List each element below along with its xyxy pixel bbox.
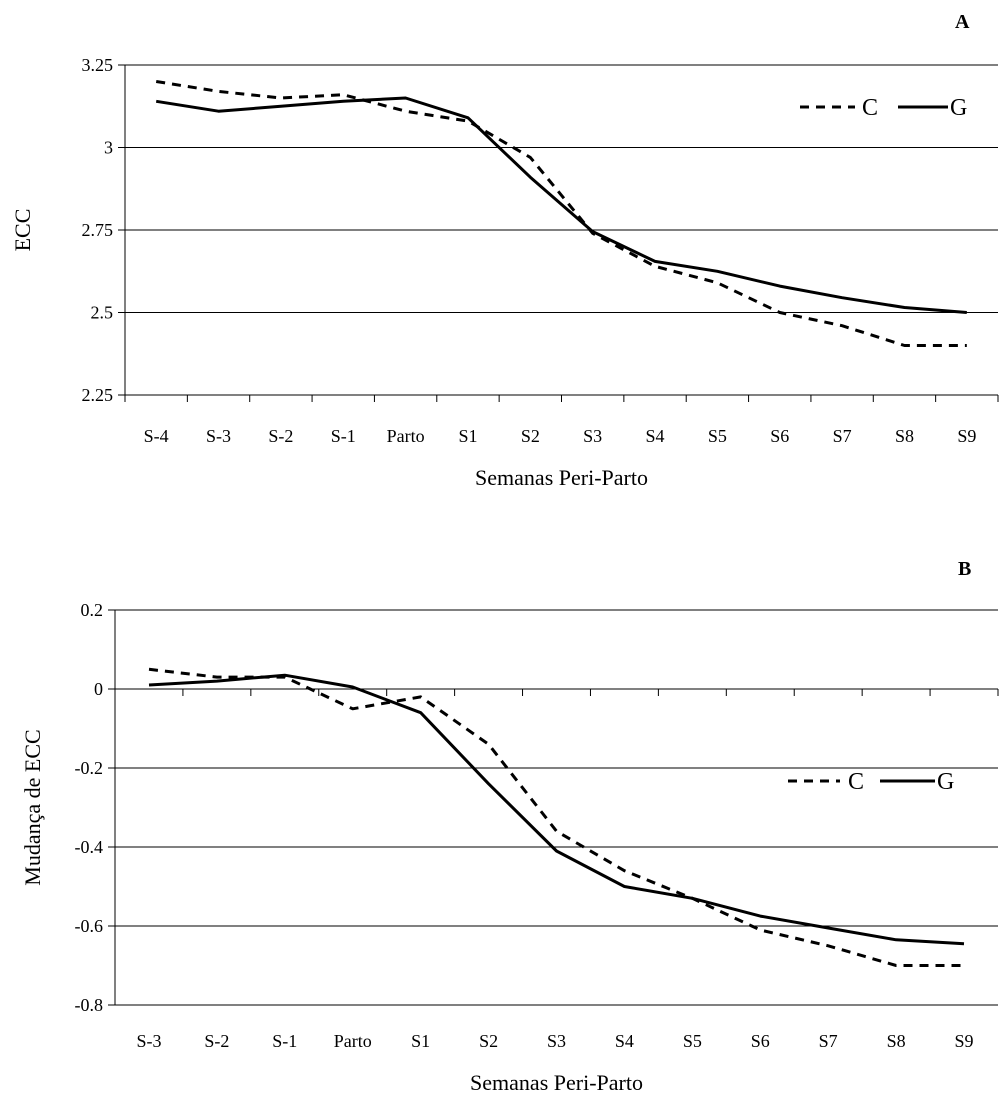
x-tick-label: S7: [833, 426, 852, 446]
x-tick-label: S3: [583, 426, 602, 446]
x-tick-label: S-4: [144, 426, 169, 446]
y-tick-label: 3.25: [82, 55, 114, 75]
series-line-G: [148, 673, 965, 946]
x-tick-label: S1: [458, 426, 477, 446]
y-axis-title: Mudança de ECC: [20, 729, 45, 885]
x-tick-label: S8: [895, 426, 914, 446]
x-tick-label: S2: [521, 426, 540, 446]
x-axis-title: Semanas Peri-Parto: [470, 1070, 643, 1095]
legend-label: C: [862, 95, 878, 121]
x-tick-label: S-1: [272, 1031, 297, 1051]
x-tick-label: S-2: [268, 426, 293, 446]
y-tick-label: -0.4: [75, 837, 104, 857]
x-tick-label: S1: [411, 1031, 430, 1051]
x-tick-label: S8: [887, 1031, 906, 1051]
panel-letter: A: [955, 11, 970, 33]
x-tick-label: S9: [955, 1031, 974, 1051]
x-tick-label: S6: [751, 1031, 770, 1051]
x-tick-label: S4: [615, 1031, 634, 1051]
x-tick-label: S-3: [136, 1031, 161, 1051]
x-tick-label: S6: [770, 426, 789, 446]
series-line-C: [148, 667, 964, 967]
y-tick-label: 2.75: [82, 220, 114, 240]
y-tick-label: -0.2: [75, 758, 104, 778]
x-tick-label: S5: [683, 1031, 702, 1051]
x-tick-label: S-3: [206, 426, 231, 446]
series-line-G: [155, 96, 967, 314]
x-tick-label: S4: [646, 426, 665, 446]
legend-label: G: [937, 769, 954, 795]
y-tick-label: -0.8: [75, 995, 104, 1015]
y-tick-label: 2.5: [91, 303, 114, 323]
chart-panel-A: A 3.25 3 2.75 2.5 2.25 S-4 S-3 S-2 S-1 Parto S1 S2 S3…: [10, 11, 999, 490]
x-tick-label: S-2: [204, 1031, 229, 1051]
x-tick-label: Parto: [387, 426, 425, 446]
y-tick-label: 3: [104, 138, 113, 158]
y-tick-label: 0: [94, 679, 103, 699]
x-tick-label: S5: [708, 426, 727, 446]
legend-label: G: [950, 95, 967, 121]
x-tick-label: S2: [479, 1031, 498, 1051]
x-tick-label: S-1: [331, 426, 356, 446]
y-axis-title: ECC: [10, 209, 35, 252]
y-tick-label: 2.25: [82, 385, 114, 405]
chart-panel-B: B 0.2 0 -0.2 -0.4 -0.6 -0.8 S-3 S-2 S-1 Parto S1 S2 S…: [20, 558, 999, 1095]
legend-label: C: [848, 769, 864, 795]
x-tick-label: S9: [957, 426, 976, 446]
series-line-C: [155, 80, 967, 347]
x-tick-label: S7: [819, 1031, 838, 1051]
panel-letter: B: [958, 558, 971, 580]
x-tick-label: S3: [547, 1031, 566, 1051]
y-tick-label: -0.6: [75, 916, 104, 936]
x-axis-title: Semanas Peri-Parto: [475, 465, 648, 490]
x-tick-label: Parto: [334, 1031, 372, 1051]
y-tick-label: 0.2: [81, 600, 104, 620]
